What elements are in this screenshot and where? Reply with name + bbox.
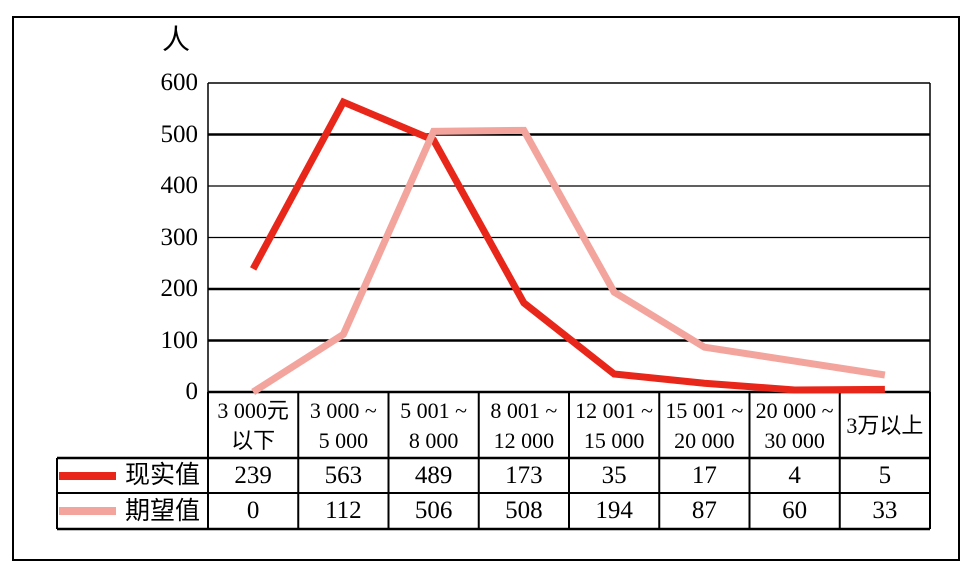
table-value-cell: 489 xyxy=(414,461,453,489)
table-value-cell: 506 xyxy=(414,497,453,524)
table-value-cell: 508 xyxy=(505,497,543,524)
table-value-cell: 0 xyxy=(246,497,260,524)
table-value-cell: 33 xyxy=(872,497,898,524)
y-tick-label: 600 xyxy=(160,69,199,96)
category-header-cell: 8 001 ~ 12 000 xyxy=(490,398,558,453)
category-header-cell: 3 000 ~ 5 000 xyxy=(309,398,377,453)
table-value-cell: 17 xyxy=(691,461,717,489)
expected-value-line xyxy=(251,126,886,395)
table-value-cell: 87 xyxy=(691,497,717,524)
table-value-cell: 112 xyxy=(325,497,362,524)
actual-line-swatch-icon xyxy=(59,471,116,480)
table-value-cell: 239 xyxy=(234,461,272,489)
expected-line-swatch-icon xyxy=(59,507,116,515)
y-tick-label: 400 xyxy=(160,172,199,199)
y-tick-label: 500 xyxy=(160,120,199,148)
category-header-cell: 5 001 ~ 8 000 xyxy=(400,398,468,453)
table-value-cell: 60 xyxy=(782,497,808,524)
category-header-cell: 20 000 ~ 30 000 xyxy=(755,398,834,453)
category-header-cell: 12 001 ~ 15 000 xyxy=(575,398,654,453)
legend-label: 现实值 xyxy=(125,462,201,489)
y-tick-label: 200 xyxy=(160,275,199,302)
category-header-cell: 15 001 ~ 20 000 xyxy=(665,398,744,453)
legend-label: 期望值 xyxy=(125,497,201,525)
actual-value-line xyxy=(250,97,885,394)
category-header-cell: 3 000元 以下 xyxy=(217,398,289,453)
y-tick-label: 100 xyxy=(160,326,199,354)
y-tick-label: 0 xyxy=(185,378,199,405)
actual-legend-cell: 现实值 xyxy=(59,460,205,491)
table-value-cell: 4 xyxy=(788,461,801,489)
y-tick-label: 300 xyxy=(160,223,199,251)
figure-frame xyxy=(12,16,960,561)
expected-legend-cell: 期望值 xyxy=(59,495,205,527)
table-value-cell: 35 xyxy=(601,461,627,489)
table-value-cell: 173 xyxy=(505,461,543,489)
table-value-cell: 5 xyxy=(878,461,892,489)
table-value-cell: 563 xyxy=(324,461,363,489)
category-header-cell: 3万以上 xyxy=(846,412,924,438)
table-value-cell: 194 xyxy=(595,497,633,524)
y-axis-unit-label: 人 xyxy=(161,25,190,56)
